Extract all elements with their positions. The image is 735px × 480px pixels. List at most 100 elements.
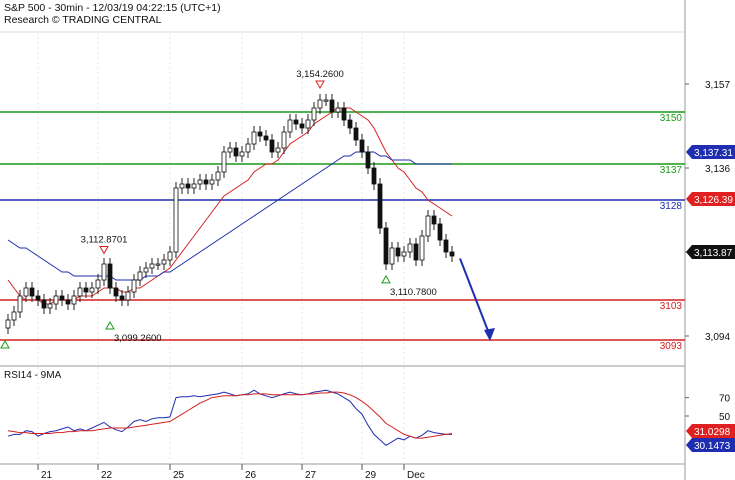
- annotation-label-2: 3,099.2600: [114, 333, 162, 344]
- candle-body-54: [329, 99, 335, 113]
- candle-body-16: [101, 263, 107, 281]
- up-marker-3: [381, 274, 391, 284]
- price-tick-label-0: 3,157: [705, 80, 730, 91]
- candle-body-41: [251, 131, 257, 145]
- chart-subtitle: Research © TRADING CENTRAL: [4, 14, 162, 26]
- price-badge-1: [686, 192, 735, 206]
- candle-body-64: [389, 247, 395, 265]
- annotation-label-3: 3,110.7800: [390, 287, 437, 298]
- rsi-tick-label-1: 50: [719, 412, 731, 423]
- candle-body-7: [47, 303, 53, 309]
- candles: [5, 94, 455, 334]
- candle-body-15: [95, 279, 101, 289]
- candle-body-57: [347, 119, 353, 129]
- ma-line-1: [7, 151, 452, 281]
- price-tick-label-1: 3,136: [705, 164, 730, 175]
- candle-body-36: [221, 151, 227, 173]
- candle-body-19: [119, 295, 125, 301]
- candle-body-72: [437, 223, 443, 241]
- candle-body-51: [311, 107, 317, 121]
- annotation-label-1: 3,112.8701: [81, 235, 128, 246]
- candle-body-66: [401, 251, 407, 257]
- level-label-1: 3137: [660, 165, 683, 176]
- candle-body-0: [5, 319, 11, 329]
- rsi-series-1: [7, 391, 453, 439]
- price-badge-label-0: 3,137.31: [694, 148, 733, 159]
- candle-body-59: [359, 139, 365, 153]
- down-marker-0: [315, 80, 325, 89]
- candle-body-47: [287, 119, 293, 133]
- chart-title: S&P 500 - 30min - 12/03/19 04:22:15 (UTC…: [4, 2, 221, 14]
- candle-body-58: [353, 127, 359, 141]
- candle-body-40: [245, 143, 251, 153]
- candle-body-62: [377, 183, 383, 229]
- candle-body-69: [419, 235, 425, 261]
- candle-body-50: [305, 119, 311, 129]
- candle-body-22: [137, 271, 143, 281]
- candle-body-55: [335, 107, 341, 113]
- down-marker-1: [99, 246, 109, 255]
- candle-body-44: [269, 139, 275, 153]
- candle-body-4: [29, 287, 35, 297]
- up-marker-left: [0, 339, 10, 349]
- candle-body-24: [149, 263, 155, 269]
- price-badge-label-2: 3,113.87: [694, 248, 733, 259]
- candle-body-42: [257, 131, 263, 137]
- price-annotations: 3,154.2600 3,112.8701 3,099.2600 3,110.7800: [0, 69, 437, 349]
- x-tick-label-4: 27: [305, 470, 317, 480]
- up-marker-2: [105, 320, 115, 330]
- rsi-badge-0: [686, 424, 735, 438]
- candle-body-65: [395, 247, 401, 257]
- level-label-0: 3150: [660, 113, 683, 124]
- candle-body-30: [185, 183, 191, 189]
- candle-body-71: [431, 215, 437, 225]
- x-tick-label-3: 26: [245, 470, 257, 480]
- price-badge-2: [686, 245, 735, 259]
- level-label-2: 3128: [660, 201, 683, 212]
- candle-body-43: [263, 135, 269, 141]
- candle-body-10: [65, 299, 71, 305]
- price-badge-label-1: 3,126.39: [694, 195, 733, 206]
- candle-body-13: [83, 287, 89, 293]
- level-label-4: 3093: [660, 341, 683, 352]
- candle-body-6: [41, 299, 47, 309]
- candle-body-38: [233, 147, 239, 157]
- annotation-label-0: 3,154.2600: [296, 69, 344, 80]
- level-label-3: 3103: [660, 301, 683, 312]
- projection-arrow: [459, 258, 495, 341]
- candle-body-67: [407, 243, 413, 253]
- candle-body-70: [425, 215, 431, 237]
- x-tick-label-5: 29: [365, 470, 377, 480]
- candle-body-73: [443, 239, 449, 253]
- candle-body-68: [413, 243, 419, 261]
- x-tick-label-2: 25: [173, 470, 185, 480]
- candle-body-14: [89, 287, 95, 293]
- projection-line: [459, 258, 491, 337]
- candle-body-63: [383, 227, 389, 265]
- x-tick-label-6: Dec: [407, 470, 425, 480]
- candle-body-23: [143, 267, 149, 273]
- candle-body-8: [53, 295, 59, 305]
- candle-body-25: [155, 263, 161, 266]
- candle-body-49: [299, 123, 305, 129]
- candle-body-21: [131, 279, 137, 293]
- candle-body-29: [179, 183, 185, 189]
- candle-body-32: [197, 179, 203, 185]
- candle-body-48: [293, 119, 299, 125]
- price-tick-label-3: 3,094: [705, 332, 730, 343]
- candle-body-46: [281, 131, 287, 149]
- rsi-title: RSI14 - 9MA: [4, 370, 62, 381]
- x-tick-label-1: 22: [101, 470, 113, 480]
- price-badge-0: [686, 145, 735, 159]
- rsi-badge-1: [686, 438, 735, 452]
- rsi-tick-label-0: 70: [719, 394, 731, 405]
- candle-body-5: [35, 295, 41, 301]
- candle-body-12: [77, 287, 83, 297]
- candle-body-61: [371, 167, 377, 185]
- candle-body-31: [191, 183, 197, 189]
- candle-body-27: [167, 251, 173, 261]
- candle-body-17: [107, 263, 113, 289]
- candle-body-20: [125, 291, 131, 301]
- candle-body-74: [449, 251, 455, 257]
